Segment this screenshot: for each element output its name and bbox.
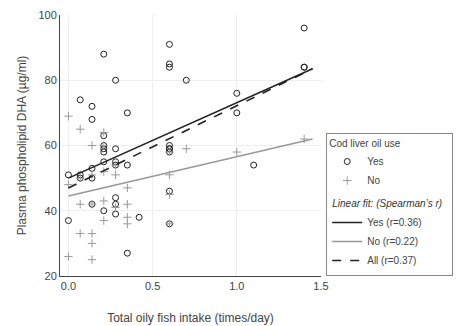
svg-text:80: 80 (45, 74, 57, 86)
svg-text:0.0: 0.0 (61, 280, 76, 292)
svg-text:Plasma phospholipid DHA (µg/ml: Plasma phospholipid DHA (µg/ml) (15, 56, 29, 236)
svg-text:Linear fit: (Spearman’s r): Linear fit: (Spearman’s r) (332, 198, 442, 209)
svg-text:1.5: 1.5 (313, 280, 328, 292)
svg-text:Yes (r=0.36): Yes (r=0.36) (367, 217, 421, 228)
svg-text:20: 20 (45, 270, 57, 282)
svg-text:60: 60 (45, 139, 57, 151)
svg-text:All (r=0.37): All (r=0.37) (367, 255, 416, 266)
svg-text:0.5: 0.5 (145, 280, 160, 292)
svg-text:1.0: 1.0 (229, 280, 244, 292)
svg-text:100: 100 (38, 9, 56, 21)
svg-text:40: 40 (45, 205, 57, 217)
svg-text:Total oily fish intake (times/: Total oily fish intake (times/day) (107, 311, 274, 325)
svg-text:Yes: Yes (367, 156, 383, 167)
svg-text:No: No (367, 175, 380, 186)
svg-text:Cod liver oil use: Cod liver oil use (329, 138, 401, 149)
svg-text:No (r=0.22): No (r=0.22) (367, 236, 418, 247)
